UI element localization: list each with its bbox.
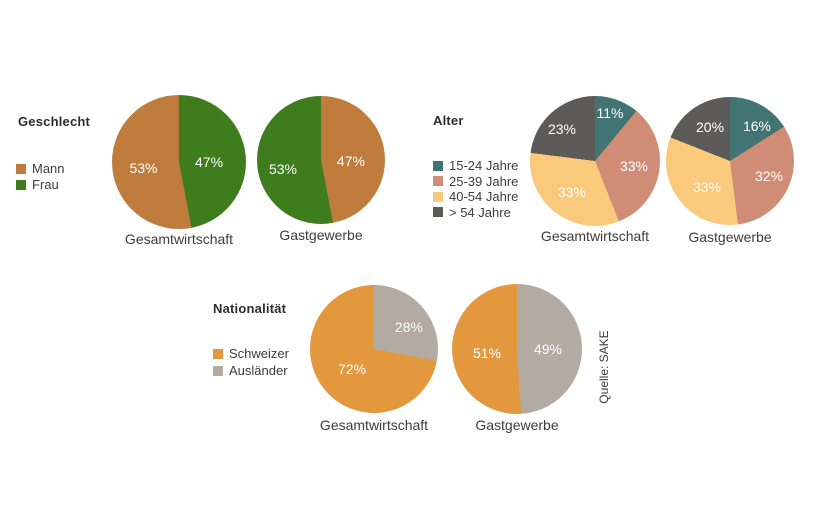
pie-slice-label: 47% [336,153,365,170]
pie-slice-label: 49% [533,341,562,357]
pie-slice-label: 53% [268,160,297,177]
legend-item: Mann [16,161,65,176]
group-title-nationalitaet: Nationalität [213,301,287,316]
legend-item: Frau [16,177,65,192]
legend-label: Ausländer [229,363,288,378]
legend-swatch-schweizer [213,348,223,359]
pie-chart [257,96,385,224]
pie-slice-label: 51% [472,344,501,361]
legend-alter: 15-24 Jahre 25-39 Jahre 40-54 Jahre > 54… [433,158,518,220]
legend-item: Ausländer [213,363,289,378]
pie-nationalitaet-gesamtwirtschaft: 28% 72% Gesamtwirtschaft [310,285,438,433]
pie-slice-label: 11% [596,104,624,121]
pie-slice-label: 32% [755,167,784,184]
legend-label: 40-54 Jahre [449,189,519,204]
pie-nationalitaet-gastgewerbe: 49% 51% Gastgewerbe [452,284,582,433]
legend-item: 25-39 Jahre [433,174,518,189]
legend-label: Mann [32,161,65,176]
source-note: Quelle: SAKE [597,330,611,404]
pie-geschlecht-gesamtwirtschaft: 47% 53% Gesamtwirtschaft [112,95,246,247]
pie-caption: Gesamtwirtschaft [540,228,650,244]
pie-slice-label: 53% [129,160,158,177]
pie-slice-label: 33% [619,157,649,174]
pie-alter-gastgewerbe: 16% 32% 33% 20% Gastgewerbe [666,97,794,245]
legend-swatch-auslaender [213,365,223,376]
pie-caption: Gesamtwirtschaft [124,231,234,247]
pie-caption: Gesamtwirtschaft [319,417,429,433]
pie-alter-gesamtwirtschaft: 11% 33% 33% 23% Gesamtwirtschaft [530,96,660,244]
legend-item: 40-54 Jahre [433,189,518,204]
legend-swatch-15-24 [433,160,443,171]
legend-item: 15-24 Jahre [433,158,518,173]
legend-label: > 54 Jahre [449,204,511,220]
pie-slice-label: 72% [337,360,366,377]
pie-slice-label: 16% [742,118,772,135]
legend-geschlecht: Mann Frau [16,161,65,192]
pie-geschlecht-gastgewerbe: 47% 53% Gastgewerbe [257,96,385,243]
pie-caption: Gastgewerbe [475,417,559,433]
legend-swatch-54plus [433,207,443,217]
pie-slice-label: 33% [692,179,721,196]
group-title-geschlecht: Geschlecht [18,114,91,129]
legend-swatch-mann [16,163,26,174]
legend-swatch-frau [16,179,26,190]
pie-chart [666,97,794,225]
legend-label: 25-39 Jahre [449,173,519,189]
legend-label: 15-24 Jahre [449,158,519,173]
pie-caption: Gastgewerbe [279,227,363,243]
legend-label: Schweizer [229,346,289,361]
pie-slice-label: 33% [557,184,586,201]
group-title-alter: Alter [433,113,464,128]
pie-slice-label: 20% [696,119,725,136]
legend-item: > 54 Jahre [433,205,518,220]
pie-chart [112,95,246,229]
pie-chart [310,285,438,413]
pie-chart [530,96,660,226]
pie-caption: Gastgewerbe [688,229,772,245]
legend-swatch-40-54 [433,191,443,202]
pie-slice-label: 47% [195,154,224,170]
legend-item: Schweizer [213,346,289,361]
legend-swatch-25-39 [433,176,443,186]
pie-slice-label: 28% [394,319,423,336]
legend-label: Frau [32,177,59,192]
pie-slice-label: 23% [547,121,576,138]
pie-chart [452,284,582,414]
legend-nationalitaet: Schweizer Ausländer [213,346,289,378]
